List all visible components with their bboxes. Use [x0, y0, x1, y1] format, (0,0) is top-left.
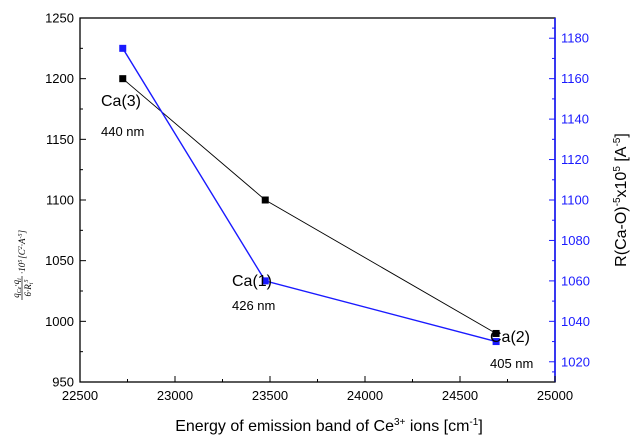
left-series-point: [261, 196, 269, 204]
x-tick-label: 25000: [537, 388, 573, 403]
x-tick-label: 23000: [157, 388, 193, 403]
left-y-axis-ticks: 950 1000 1050 1100 1150 1200 1250: [45, 11, 86, 390]
annotation-wavelength-label: 405 nm: [490, 356, 533, 371]
right-series-point: [492, 338, 500, 346]
svg-text:·105[C2·A-5]: ·105[C2·A-5]: [17, 229, 27, 274]
annotation-wavelength-label: 440 nm: [101, 124, 144, 139]
left-y-tick-label: 1200: [45, 71, 74, 86]
right-y-tick-label: 1100: [561, 193, 589, 208]
right-y-tick-label: 1040: [561, 314, 590, 329]
annotation-site-label: Ca(1): [232, 273, 272, 290]
right-y-tick-label: 1080: [561, 233, 590, 248]
right-y-tick-label: 1180: [561, 31, 589, 46]
right-series-point: [261, 277, 269, 285]
x-tick-label: 24000: [347, 388, 383, 403]
x-tick-label: 22500: [62, 388, 98, 403]
x-tick-label: 23500: [252, 388, 288, 403]
left-series-line: [122, 78, 497, 334]
annotation-site-label: Ca(2): [490, 329, 530, 346]
left-y-tick-label: 950: [52, 375, 74, 390]
left-y-tick-label: 1100: [46, 193, 74, 208]
left-y-tick-label: 1000: [45, 314, 74, 329]
plot-area-frame: [79, 17, 556, 383]
point-annotations: Ca(3) 440 nm Ca(1) 426 nm Ca(2) 405 nm: [101, 93, 533, 371]
left-series-point: [119, 75, 127, 83]
right-y-tick-label: 1060: [561, 273, 590, 288]
right-y-tick-label: 1020: [561, 354, 590, 369]
left-y-tick-label: 1150: [46, 132, 74, 147]
right-series-point: [119, 44, 127, 52]
right-y-axis-label: R(Ca-O)-5x105 [A-5]: [612, 133, 630, 267]
right-y-tick-label: 1120: [561, 152, 589, 167]
right-series-line: [122, 47, 497, 343]
x-tick-label: 24500: [442, 388, 478, 403]
annotation-site-label: Ca(3): [101, 93, 141, 110]
x-axis-label: Energy of emission band of Ce3+ ions [cm…: [175, 417, 483, 435]
left-series-point: [492, 329, 500, 337]
right-y-tick-label: 1140: [561, 112, 589, 127]
right-y-axis-ticks: 1020 1040 1060 1080 1100 1120 1140 1160 1180: [549, 27, 590, 373]
svg-text:qCe·qi: qCe·qi: [11, 278, 23, 298]
left-y-tick-label: 1250: [45, 11, 74, 26]
x-axis-ticks: 22500 23000 23500 24000 24500 25000: [62, 376, 573, 403]
svg-text:6·Ri5: 6·Ri5: [23, 280, 35, 297]
left-y-tick-label: 1050: [45, 253, 74, 268]
annotation-wavelength-label: 426 nm: [232, 298, 275, 313]
data-series: [119, 44, 500, 346]
right-y-tick-label: 1160: [561, 71, 589, 86]
left-y-axis-label: qCe·qi 6·Ri5 ·105[C2·A-5]: [11, 229, 35, 300]
